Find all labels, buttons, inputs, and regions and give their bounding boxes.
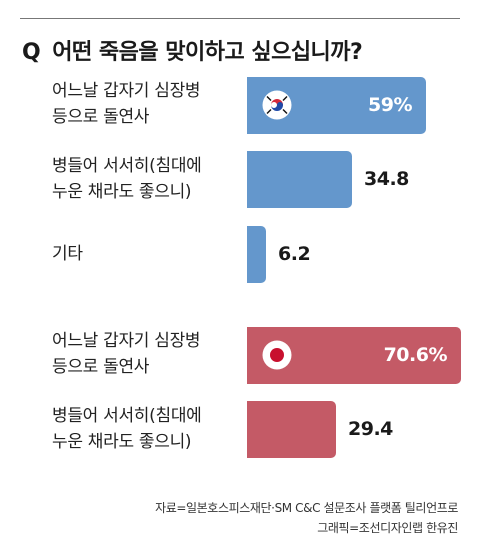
source-credit: 자료=일본호스피스재단·SM C&C 설문조사 플랫폼 틸리언프로 그래픽=조선… (155, 498, 458, 538)
kr-label-gradual-death: 병들어 서서히(침대에 누운 채라도 좋으니) (52, 156, 202, 202)
graphic-credit-line: 그래픽=조선디자인랩 한유진 (317, 521, 458, 535)
jp-value-gradual-death: 29.4 (348, 418, 393, 440)
title-text: 어떤 죽음을 맞이하고 싶으십니까? (52, 40, 363, 65)
jp-bar-gradual-death (247, 401, 336, 458)
chart-title: Q 어떤 죽음을 맞이하고 싶으십니까? (22, 34, 363, 66)
jp-label-sudden-death: 어느날 갑자기 심장병 등으로 돌연사 (52, 331, 201, 377)
kr-value-sudden-death: 59% (368, 94, 412, 116)
kr-label-other: 기타 (52, 244, 83, 264)
south-korea-flag-icon (262, 90, 292, 120)
japan-flag-icon (262, 340, 292, 370)
jp-value-sudden-death: 70.6% (383, 344, 448, 366)
title-prefix: Q (22, 40, 41, 65)
kr-value-gradual-death: 34.8 (364, 168, 409, 190)
kr-value-other: 6.2 (278, 243, 311, 265)
source-line: 자료=일본호스피스재단·SM C&C 설문조사 플랫폼 틸리언프로 (155, 501, 458, 515)
kr-bar-other (247, 226, 266, 283)
jp-label-gradual-death: 병들어 서서히(침대에 누운 채라도 좋으니) (52, 406, 202, 452)
kr-label-sudden-death: 어느날 갑자기 심장병 등으로 돌연사 (52, 81, 201, 127)
kr-bar-gradual-death (247, 151, 352, 208)
top-rule (20, 18, 460, 19)
